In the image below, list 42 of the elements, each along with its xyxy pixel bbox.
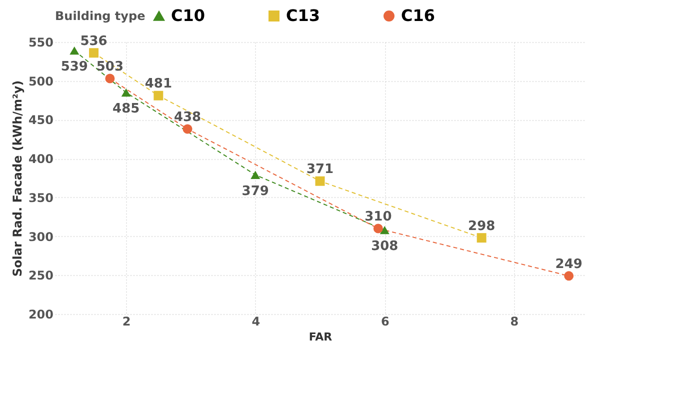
data-label: 371 [306,162,334,178]
x-tick-label: 4 [252,314,260,328]
legend-title: Building type [55,9,146,23]
point [380,226,390,234]
x-tick-label: 6 [380,314,390,328]
point [373,224,383,234]
point [105,74,115,84]
data-label: 298 [468,218,496,234]
data-label: 536 [80,34,108,49]
legend-label: C16 [401,6,436,25]
data-label: 249 [555,256,582,272]
y-tick-label: 350 [28,190,54,205]
point [70,46,80,55]
data-label: 503 [96,60,124,75]
data-label: 539 [60,60,88,75]
data-label: 438 [174,110,202,126]
data-label: 485 [112,102,140,117]
y-tick-label: 200 [28,308,54,322]
y-axis-title: Solar Rad. Facade (kWh/m²y) [10,80,24,277]
legend-label: C10 [171,6,206,25]
data-label: 308 [371,239,398,254]
y-tick-label: 550 [28,36,54,50]
point [476,233,486,243]
y-tick-label: 450 [28,113,54,128]
point [154,90,164,100]
point [121,88,131,97]
point [564,271,574,281]
y-tick-label: 400 [28,152,54,166]
x-tick-label: 8 [510,314,519,328]
point [182,124,192,134]
data-label: 379 [242,184,269,199]
x-tick-label: 2 [122,314,131,328]
point [89,48,99,58]
x-axis-title: FAR [308,330,333,344]
legend-label: C13 [286,6,320,25]
point [315,176,325,186]
data-label: 481 [144,76,172,92]
y-tick-label: 250 [28,268,54,283]
y-tick-label: 500 [28,74,54,88]
point [250,170,260,179]
y-tick-label: 300 [28,230,54,244]
data-label: 310 [364,210,392,225]
